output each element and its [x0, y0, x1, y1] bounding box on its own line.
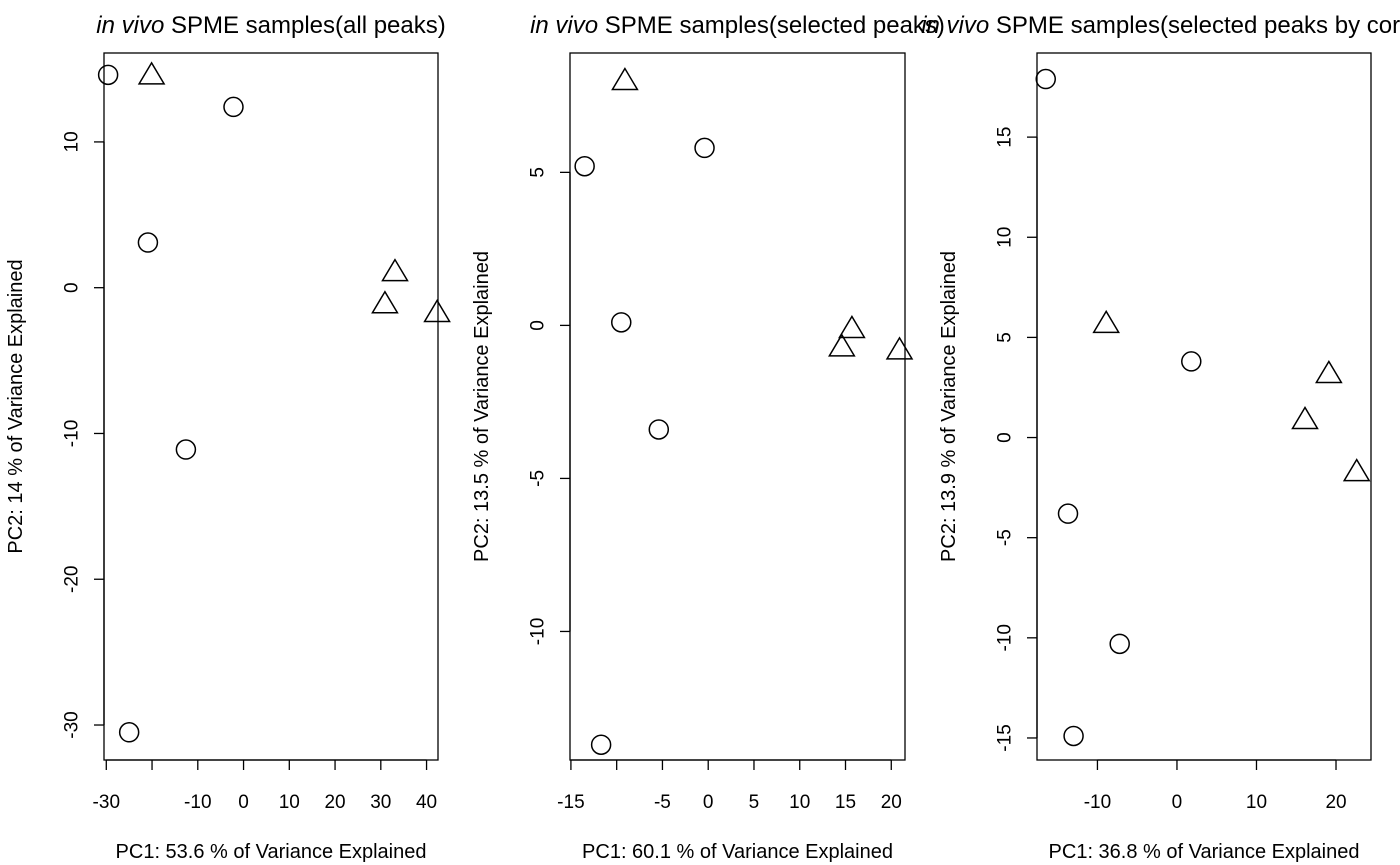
circle-point	[1063, 725, 1084, 747]
pca-panel-3: in vivo SPME samples(selected peaks by c…	[921, 12, 1400, 863]
chart-title: in vivo SPME samples(selected peaks)	[530, 12, 945, 39]
y-tick-label: 15	[995, 127, 1016, 148]
x-tick-label: 40	[416, 792, 437, 813]
circle-point	[1057, 503, 1079, 524]
triangle-point	[828, 333, 856, 357]
x-tick-label: 10	[279, 792, 300, 813]
triangle-point	[1291, 406, 1319, 430]
chart-title-italic: in vivo	[96, 12, 164, 39]
y-tick-label: 0	[995, 432, 1016, 443]
x-axis-title: PC1: 60.1 % of Variance Explained	[582, 841, 893, 863]
y-axis-title: PC2: 14 % of Variance Explained	[5, 259, 27, 553]
x-tick-label: 5	[749, 792, 760, 813]
y-tick-label: -10	[528, 618, 549, 645]
chart-title-italic: in vivo	[921, 12, 989, 39]
y-axis-title: PC2: 13.5 % of Variance Explained	[471, 251, 493, 562]
x-tick-label: 20	[881, 792, 902, 813]
triangle-point	[838, 314, 866, 339]
y-tick-label: 10	[62, 131, 83, 152]
chart-title-italic: in vivo	[530, 12, 598, 39]
y-tick-label: 10	[995, 227, 1016, 248]
circle-point	[611, 312, 632, 333]
circle-point	[590, 734, 612, 755]
triangle-point	[371, 290, 399, 314]
x-tick-label: 20	[324, 792, 345, 813]
x-tick-label: 0	[1172, 792, 1183, 813]
y-tick-label: 0	[528, 320, 549, 331]
circle-point	[648, 419, 670, 440]
y-tick-label: -30	[62, 711, 83, 738]
x-tick-label: 10	[1246, 792, 1267, 813]
triangle-point	[137, 61, 166, 85]
circle-point	[97, 64, 119, 86]
circle-point	[574, 155, 595, 177]
circle-point	[1109, 633, 1130, 655]
x-axis-title: PC1: 53.6 % of Variance Explained	[116, 841, 427, 863]
circle-point	[694, 137, 715, 159]
circle-point	[118, 722, 140, 743]
x-tick-label: 10	[789, 792, 810, 813]
x-tick-label: 30	[370, 792, 391, 813]
y-tick-label: 5	[995, 332, 1016, 343]
y-tick-label: -10	[62, 420, 83, 447]
x-tick-label: 0	[703, 792, 714, 813]
x-tick-label: 15	[835, 792, 856, 813]
pca-panel-1: in vivo SPME samples(all peaks) -30 -10 0 10…	[5, 12, 451, 863]
triangle-point	[885, 336, 914, 360]
y-tick-label: -15	[995, 724, 1016, 751]
y-tick-label: 0	[62, 282, 83, 293]
chart-title-text: SPME samples(all peaks)	[164, 12, 445, 39]
y-tick-label: -5	[995, 529, 1016, 546]
circle-point	[137, 232, 159, 253]
x-tick-label: -10	[1084, 792, 1111, 813]
chart-title: in vivo SPME samples(selected peaks by c…	[921, 12, 1400, 39]
circle-point	[1181, 351, 1202, 372]
x-tick-label: 0	[238, 792, 249, 813]
circle-point	[223, 96, 244, 118]
plot-frame	[1036, 52, 1372, 761]
chart-title-text: SPME samples(selected peaks)	[598, 12, 945, 39]
y-tick-label: -5	[528, 470, 549, 487]
plot-frame	[569, 52, 906, 761]
plot-frame	[103, 52, 439, 761]
x-tick-label: -30	[93, 792, 120, 813]
triangle-point	[1342, 458, 1371, 482]
x-tick-label: 20	[1325, 792, 1346, 813]
circle-point	[175, 439, 197, 460]
x-tick-label: -15	[557, 792, 584, 813]
chart-title: in vivo SPME samples(all peaks)	[96, 12, 445, 39]
circle-point	[1035, 68, 1056, 90]
triangle-point	[423, 299, 451, 323]
triangle-point	[1092, 309, 1121, 334]
x-axis-title: PC1: 36.8 % of Variance Explained	[1049, 841, 1360, 863]
y-tick-label: -20	[62, 566, 83, 593]
y-tick-label: -10	[995, 624, 1016, 651]
x-tick-label: -5	[654, 792, 671, 813]
triangle-point	[611, 67, 639, 91]
triangle-point	[381, 258, 409, 282]
pca-panel-2: in vivo SPME samples(selected peaks) -15 -…	[471, 12, 945, 863]
y-tick-label: 5	[528, 167, 549, 178]
x-tick-label: -10	[184, 792, 211, 813]
y-axis-title: PC2: 13.9 % of Variance Explained	[938, 251, 960, 562]
chart-title-text: SPME samples(selected peaks by correlati…	[989, 12, 1400, 39]
triangle-point	[1315, 359, 1343, 384]
